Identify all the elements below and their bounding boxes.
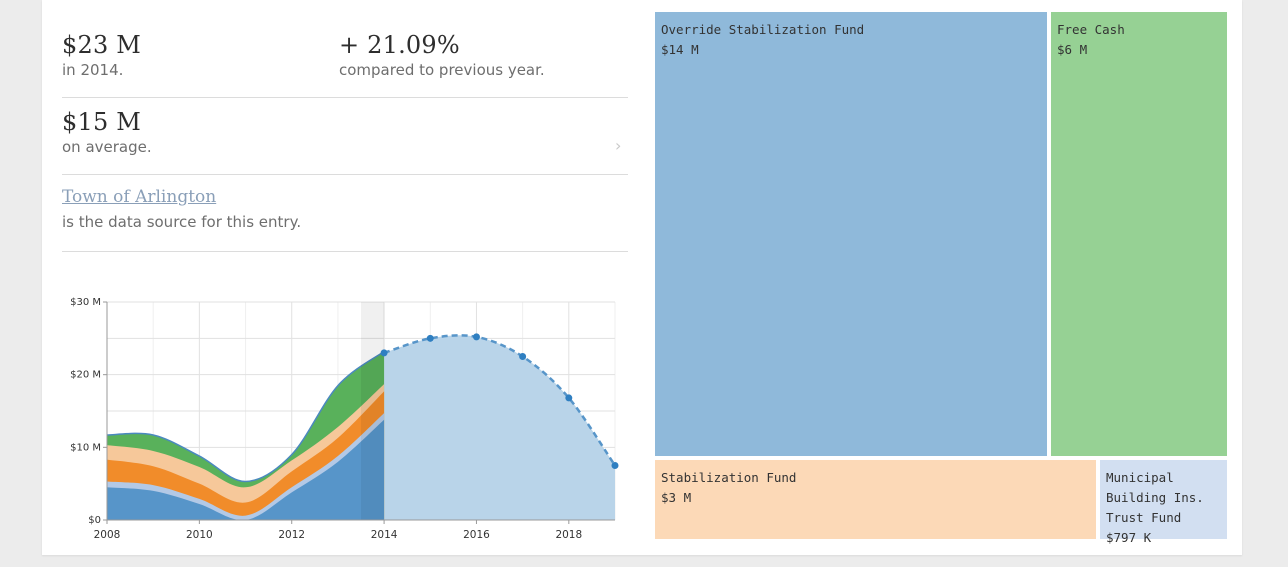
y-tick-label: $20 M [70,370,101,381]
stacked-area-chart: $0 $10 M $20 M $30 M 2008 2010 2012 2014 2016 201… [60,285,640,545]
tile-label: Override Stabilization Fund [661,22,865,37]
tile-value: $14 M [661,42,699,57]
x-tick-label: 2008 [94,529,121,541]
y-tick-label: $10 M [70,442,101,453]
tile-value: $797 K [1106,530,1152,545]
current-year-shade [361,302,385,520]
data-point [565,394,573,402]
area-chart-svg: $0 $10 M $20 M $30 M 2008 2010 2012 2014 2016 201… [70,297,619,541]
x-tick-label: 2018 [555,529,582,541]
treemap-chart: Override Stabilization Fund $14 M Free Cas… [655,12,1227,545]
data-point [426,334,434,342]
change-stat: + 21.09% compared to previous year. [339,31,545,79]
x-tick-label: 2010 [186,529,213,541]
tile-value: $3 M [661,490,692,505]
data-point [611,462,619,469]
tile-value: $6 M [1057,42,1088,57]
total-line [106,350,385,483]
change-label: compared to previous year. [339,61,545,79]
x-tick-label: 2016 [463,529,490,541]
source-stat: Town of Arlington is the data source for… [62,187,301,231]
x-tick-label: 2012 [278,529,305,541]
projection-line [383,334,617,467]
treemap-tile[interactable]: Free Cash $6 M [1051,12,1227,456]
y-tick-label: $0 [88,515,101,526]
tile-label: Municipal Building Ins. Trust Fund [1106,470,1204,525]
stats-panel: $23 M in 2014. + 21.09% compared to prev… [62,0,628,252]
y-tick-label: $30 M [70,297,101,308]
source-label: is the data source for this entry. [62,213,302,231]
tile-label: Free Cash [1057,22,1125,37]
area-series [107,419,385,521]
average-value: $15 M [62,108,142,136]
fund-card: $23 M in 2014. + 21.09% compared to prev… [42,0,1242,555]
data-point [472,333,480,341]
change-value: + 21.09% [339,31,460,59]
total-value: $23 M [62,31,142,59]
chevron-right-icon[interactable]: › [615,136,622,155]
divider [62,251,628,252]
divider [62,174,628,175]
tile-label: Stabilization Fund [661,470,797,485]
total-label: in 2014. [62,61,124,79]
average-stat: $15 M on average. [62,108,152,156]
x-tick-label: 2014 [371,529,398,541]
data-point [519,353,527,360]
average-label: on average. [62,138,152,156]
treemap-tile[interactable]: Override Stabilization Fund $14 M [655,12,1047,456]
data-point [380,349,388,357]
total-stat: $23 M in 2014. [62,31,141,79]
projection-area [384,335,615,520]
treemap-tile[interactable]: Stabilization Fund $3 M [655,460,1096,539]
treemap-tile[interactable]: Municipal Building Ins. Trust Fund $797 K [1100,460,1227,545]
divider [62,97,628,98]
source-link[interactable]: Town of Arlington [62,187,217,207]
